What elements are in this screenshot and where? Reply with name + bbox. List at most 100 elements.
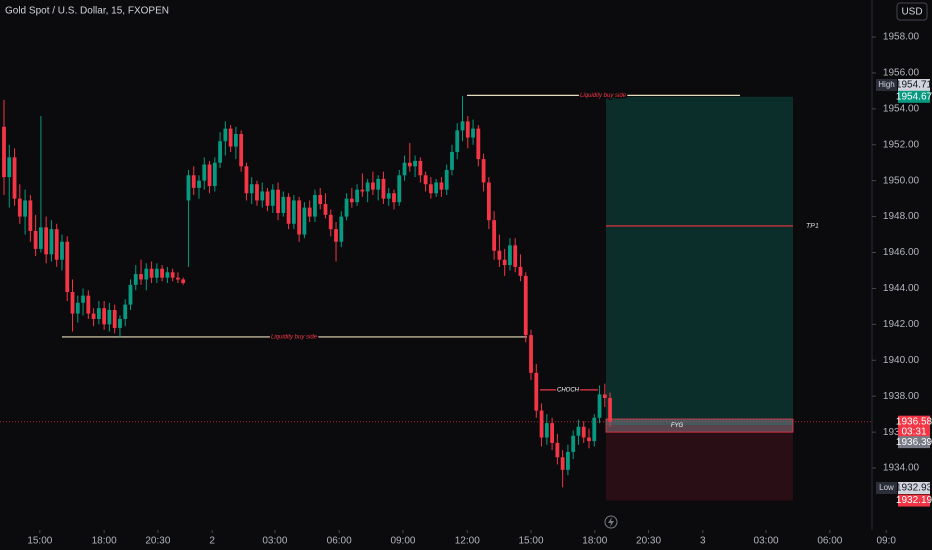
candle-body (360, 189, 365, 192)
x-tick-label: 18:00 (92, 536, 117, 547)
candle-body (502, 259, 507, 266)
loss-zone (606, 425, 793, 501)
candle-body (202, 164, 207, 181)
level-label: CHOCH (557, 387, 580, 393)
candle-body (86, 295, 91, 314)
y-tick-label: 1950.00 (883, 175, 920, 186)
candle-body (96, 308, 101, 319)
candle-body (249, 184, 254, 194)
candle-body (54, 229, 59, 260)
candle-body (170, 272, 175, 278)
candle-body (544, 423, 549, 438)
level-label: Liquidity buy side (271, 335, 318, 341)
candle-body (413, 160, 417, 167)
candle-body (239, 133, 244, 167)
candle-body (281, 196, 286, 214)
candle-body (102, 308, 107, 325)
x-tick-label: 20:30 (145, 536, 170, 547)
last-price-box (898, 415, 930, 438)
fvg-zone (605, 418, 794, 433)
candle-body (455, 130, 460, 152)
candle-body (339, 216, 344, 242)
candle-body (23, 200, 27, 217)
candle-body (471, 128, 475, 138)
candle-body (328, 214, 333, 230)
high-price-box (898, 79, 930, 91)
replay-icon[interactable] (604, 515, 618, 529)
candle-body (38, 227, 43, 249)
y-tick-label: 1946.00 (883, 247, 920, 258)
candle-body (191, 175, 196, 188)
candle-body (529, 335, 533, 373)
candle-body (307, 207, 312, 217)
candle-body (481, 159, 486, 183)
candle-body (313, 195, 317, 217)
candle-body (112, 309, 117, 328)
stop-price: 1932.19 (896, 495, 932, 506)
currency-button[interactable] (896, 2, 928, 21)
y-tick-label: 1954.00 (883, 103, 920, 114)
candle-body (386, 193, 391, 199)
candle-body (291, 200, 296, 224)
candle-body (397, 175, 402, 203)
target-price-box (898, 90, 930, 103)
candle-body (197, 180, 201, 188)
y-tick-label: 1944.00 (883, 283, 920, 294)
candle-body (550, 423, 555, 443)
x-tick-label: 15:00 (27, 536, 52, 547)
tag-box (876, 79, 897, 91)
candle-body (223, 128, 228, 142)
candle-body (597, 394, 602, 418)
candle-body (91, 313, 96, 319)
candle-body (602, 394, 607, 398)
candle-body (218, 141, 222, 163)
candle-body (465, 121, 470, 138)
candle-body (497, 250, 502, 260)
candle-body (318, 195, 323, 205)
candle-body (44, 227, 49, 255)
candle-body (592, 417, 597, 442)
stop-price-box (898, 494, 930, 507)
candle-body (228, 128, 233, 147)
candle-body (418, 160, 423, 176)
candle-body (165, 272, 170, 278)
candle-body (534, 372, 539, 411)
candle-body (576, 426, 581, 436)
candle-body (508, 245, 512, 266)
candle-body (212, 162, 217, 187)
candle-body (149, 268, 154, 278)
x-tick-label: 12:00 (455, 536, 480, 547)
x-tick-label: 03:00 (754, 536, 779, 547)
entry-price-box (898, 436, 930, 449)
candle-body (344, 198, 349, 217)
candle-body (7, 157, 12, 178)
candle-body (297, 200, 302, 235)
entry-price: 1936.39 (896, 437, 932, 448)
candle-body (450, 151, 454, 170)
candle-body (181, 279, 186, 284)
candle-body (444, 169, 449, 190)
candle-body (81, 295, 85, 303)
candle-body (265, 191, 270, 206)
candle-body (17, 198, 22, 217)
candle-body (260, 191, 265, 201)
candle-body (118, 318, 122, 328)
y-tick-label: 1942.00 (883, 319, 920, 330)
y-tick-label: 1958.00 (883, 32, 920, 43)
candle-body (587, 437, 591, 442)
tp-label: TP1 (806, 223, 819, 230)
candle-body (28, 200, 33, 231)
currency-label: USD (901, 7, 922, 18)
candle-body (460, 121, 465, 131)
y-tick-label: 1956.00 (883, 68, 920, 79)
x-tick-label: 20:30 (636, 536, 661, 547)
candle-body (349, 198, 354, 203)
candle-body (566, 451, 570, 470)
x-tick-label: 3 (700, 536, 706, 547)
candle-body (376, 178, 381, 190)
candle-body (75, 302, 80, 314)
candle-body (107, 309, 112, 325)
y-tick-label: 1934.00 (883, 463, 920, 474)
candle-body (439, 182, 444, 190)
countdown: 03:31 (901, 426, 926, 437)
